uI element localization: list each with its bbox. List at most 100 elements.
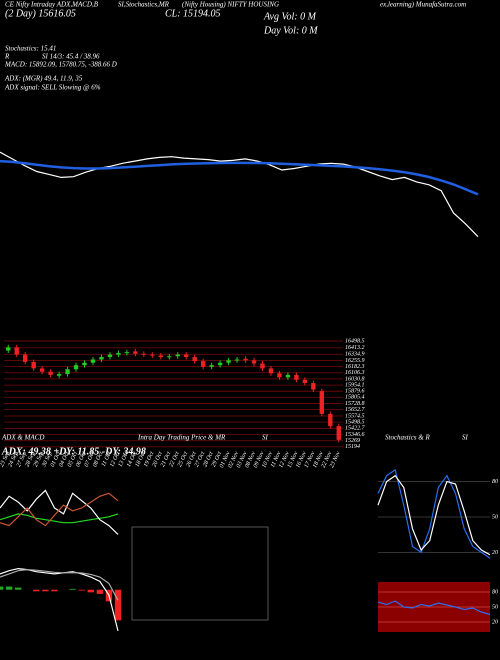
y-tick-label: 15728.8 — [345, 401, 365, 407]
y-tick-label: 80 — [492, 589, 498, 595]
rsi: SI 14/3: 45.4 / 38.96 — [42, 53, 100, 61]
x-tick-label: 23 Sep — [0, 451, 11, 468]
histogram-bar — [42, 589, 49, 592]
y-tick-label: 15498.5 — [345, 419, 365, 426]
y-tick-label: 80 — [492, 479, 498, 485]
candle-body — [184, 354, 189, 358]
histogram-bar — [69, 588, 76, 590]
y-tick-label: 50 — [492, 604, 498, 610]
y-tick-label: 15954.1 — [345, 382, 365, 389]
panel-title: Stochastics & R — [385, 434, 430, 442]
candle-body — [311, 383, 316, 390]
r-label: R — [4, 53, 10, 61]
panel-subtitle: ADX: 49.38 +DY: 11.85 -DY: 34.98 — [1, 446, 146, 457]
y-tick-label: 15269 — [345, 438, 360, 444]
panel-title: SI — [262, 434, 269, 442]
y-tick-label: 15574.5 — [345, 412, 365, 419]
candle-body — [90, 359, 96, 363]
y-tick-label: 16334.9 — [345, 351, 365, 358]
candle-body — [217, 362, 223, 366]
candle-body — [336, 426, 341, 440]
histogram-bar — [33, 589, 40, 592]
avg-vol: Avg Vol: 0 M — [263, 11, 317, 22]
histogram-bar — [51, 589, 58, 592]
candle-body — [14, 347, 19, 355]
y-tick-label: 16106.3 — [345, 370, 365, 376]
series-line — [377, 474, 491, 556]
candle-body — [150, 354, 155, 356]
candle-body — [133, 351, 138, 354]
y-tick-label: 16182.3 — [345, 364, 365, 370]
series-line — [0, 159, 479, 196]
candle-body — [285, 374, 291, 378]
source: ex,learning) MunafaSutra.com — [380, 1, 466, 9]
candle-body — [141, 353, 147, 355]
panel-title: SI — [462, 434, 469, 442]
histogram-bar — [5, 586, 13, 590]
y-tick-label: 16255.9 — [345, 358, 365, 364]
candle-body — [48, 371, 53, 375]
candle-body — [39, 368, 45, 372]
series-line — [0, 151, 479, 238]
histogram-bar — [87, 589, 94, 593]
macd: MACD: 15892.09, 15780.75, -388.66 D — [4, 61, 117, 69]
candle-body — [302, 379, 308, 384]
day-vol: Day Vol: 0 M — [263, 25, 318, 36]
candle-body — [31, 361, 36, 369]
candle-body — [56, 374, 62, 376]
candle-body — [158, 355, 163, 358]
candle-body — [277, 373, 282, 378]
y-tick-label: 15805.4 — [345, 394, 365, 401]
close: CL: 15194.05 — [165, 8, 221, 19]
candle-body — [124, 352, 130, 354]
y-tick-label: 15346.6 — [345, 431, 365, 438]
symbol: (Nifty Housing) NIFTY HOUSING — [182, 1, 279, 9]
panel-title: Intra Day Trading Price & MR — [137, 434, 226, 442]
adx-signal: ADX signal: SELL Slowing @ 6% — [4, 84, 101, 92]
y-tick-label: 20 — [492, 550, 498, 556]
candle-body — [99, 357, 104, 360]
candle-body — [209, 365, 214, 367]
histogram-bar — [96, 589, 104, 594]
candle-body — [243, 358, 248, 361]
candle-body — [107, 354, 113, 358]
candle-body — [192, 357, 197, 362]
candle-body — [268, 368, 274, 374]
stochastics: Stochastics: 15.41 — [5, 45, 56, 53]
series-line — [0, 567, 119, 632]
candle-body — [175, 354, 180, 357]
candle-body — [200, 361, 206, 367]
y-tick-label: 20 — [492, 619, 498, 625]
candle-body — [116, 352, 121, 355]
y-tick-label: 15422.7 — [345, 425, 366, 432]
candle-body — [260, 363, 265, 369]
candle-body — [6, 347, 11, 351]
series-line — [0, 492, 119, 527]
histogram-bar — [14, 587, 22, 590]
y-tick-label: 16498.5 — [345, 337, 365, 344]
panel-title: ADX & MACD — [1, 434, 44, 442]
candle-body — [294, 374, 299, 380]
panel-border — [131, 526, 269, 621]
candle-body — [319, 391, 325, 414]
histogram-bar — [0, 586, 4, 590]
y-tick-label: 50 — [492, 514, 498, 520]
candle-body — [82, 362, 87, 366]
indicators: SI,Stochastics,MR — [118, 1, 170, 9]
y-tick-label: 15194 — [345, 443, 360, 450]
y-tick-label: 16413.2 — [345, 344, 365, 351]
candle-body — [251, 360, 257, 364]
y-tick-label: 16030.8 — [345, 376, 365, 382]
candle-body — [22, 354, 28, 362]
series-line — [0, 568, 119, 601]
candle-body — [65, 369, 70, 375]
y-tick-label: 15652.7 — [345, 407, 366, 413]
period: (2 Day) 15616.05 — [5, 8, 76, 19]
histogram-bar — [114, 589, 122, 621]
candle-body — [226, 360, 231, 363]
series-line — [377, 468, 491, 559]
candle-body — [328, 413, 333, 427]
series-line — [377, 600, 491, 616]
